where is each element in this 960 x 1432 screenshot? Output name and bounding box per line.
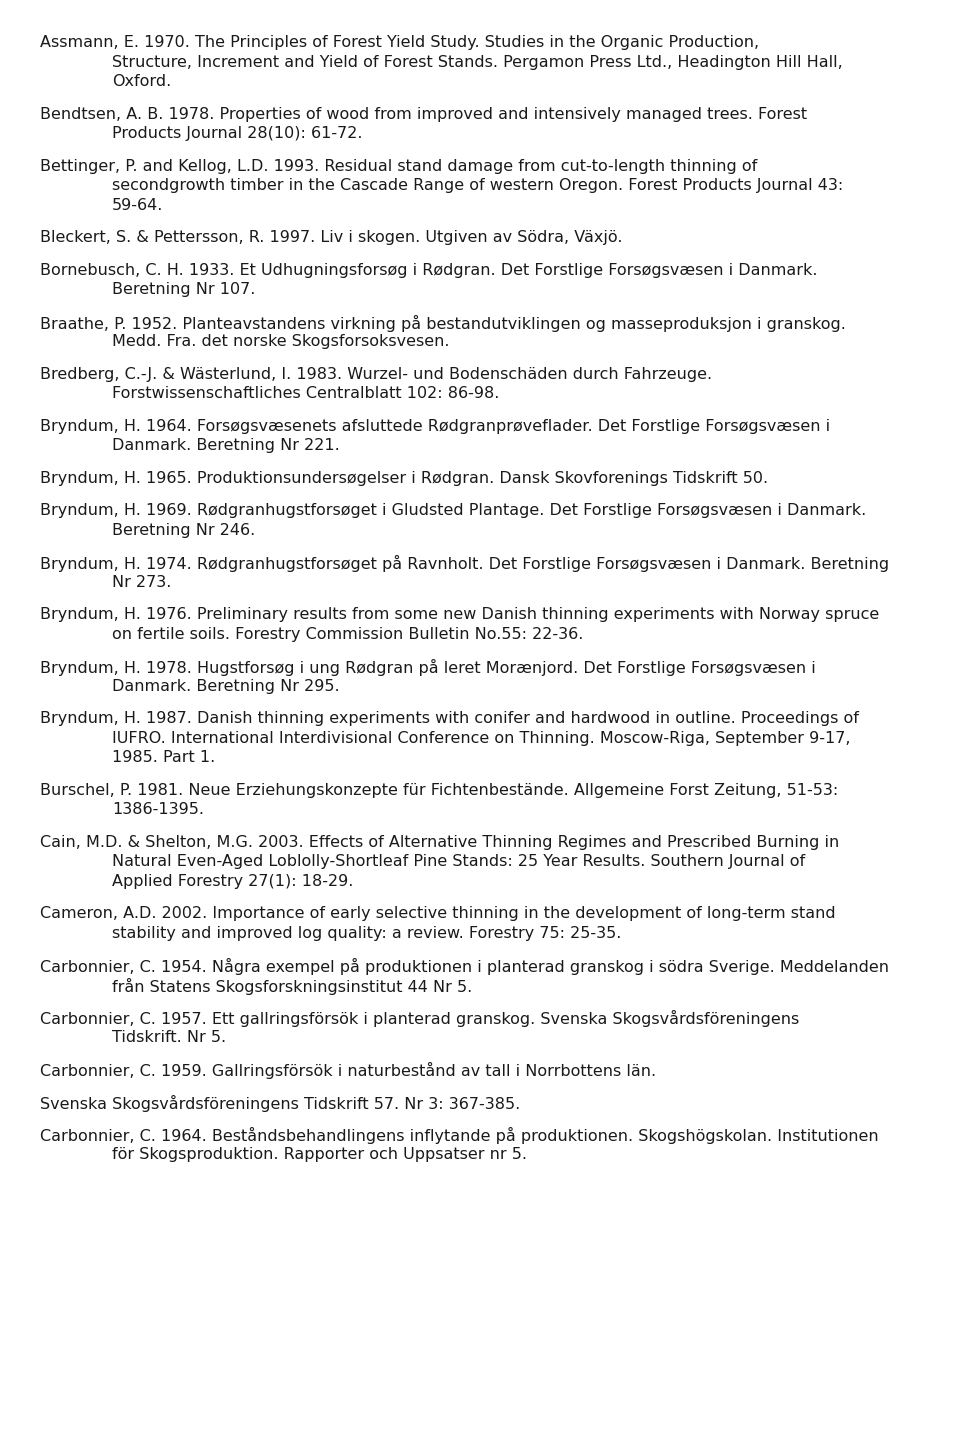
- Text: Carbonnier, C. 1954. Några exempel på produktionen i planterad granskog i södra : Carbonnier, C. 1954. Några exempel på pr…: [40, 958, 889, 975]
- Text: Cain, M.D. & Shelton, M.G. 2003. Effects of Alternative Thinning Regimes and Pre: Cain, M.D. & Shelton, M.G. 2003. Effects…: [40, 835, 839, 849]
- Text: Tidskrift. Nr 5.: Tidskrift. Nr 5.: [112, 1030, 227, 1044]
- Text: 1386-1395.: 1386-1395.: [112, 802, 204, 818]
- Text: Carbonnier, C. 1957. Ett gallringsförsök i planterad granskog. Svenska Skogsvård: Carbonnier, C. 1957. Ett gallringsförsök…: [40, 1010, 800, 1027]
- Text: Bryndum, H. 1964. Forsøgsvæsenets afsluttede Rødgranprøveflader. Det Forstlige F: Bryndum, H. 1964. Forsøgsvæsenets afslut…: [40, 418, 830, 434]
- Text: Products Journal 28(10): 61-72.: Products Journal 28(10): 61-72.: [112, 126, 363, 140]
- Text: Natural Even-Aged Loblolly-Shortleaf Pine Stands: 25 Year Results. Southern Jour: Natural Even-Aged Loblolly-Shortleaf Pin…: [112, 853, 805, 869]
- Text: Bryndum, H. 1974. Rødgranhugstforsøget på Ravnholt. Det Forstlige Forsøgsvæsen i: Bryndum, H. 1974. Rødgranhugstforsøget p…: [40, 556, 889, 571]
- Text: Cameron, A.D. 2002. Importance of early selective thinning in the development of: Cameron, A.D. 2002. Importance of early …: [40, 906, 835, 921]
- Text: on fertile soils. Forestry Commission Bulletin No.55: 22-36.: on fertile soils. Forestry Commission Bu…: [112, 627, 584, 642]
- Text: Bettinger, P. and Kellog, L.D. 1993. Residual stand damage from cut-to-length th: Bettinger, P. and Kellog, L.D. 1993. Res…: [40, 159, 757, 173]
- Text: Bryndum, H. 1969. Rødgranhugstforsøget i Gludsted Plantage. Det Forstlige Forsøg: Bryndum, H. 1969. Rødgranhugstforsøget i…: [40, 503, 866, 518]
- Text: Structure, Increment and Yield of Forest Stands. Pergamon Press Ltd., Headington: Structure, Increment and Yield of Forest…: [112, 54, 843, 70]
- Text: Bryndum, H. 1978. Hugstforsøg i ung Rødgran på leret Morænjord. Det Forstlige Fo: Bryndum, H. 1978. Hugstforsøg i ung Rødg…: [40, 659, 816, 676]
- Text: Medd. Fra. det norske Skogsforsoksvesen.: Medd. Fra. det norske Skogsforsoksvesen.: [112, 334, 449, 349]
- Text: för Skogsproduktion. Rapporter och Uppsatser nr 5.: för Skogsproduktion. Rapporter och Uppsa…: [112, 1147, 527, 1161]
- Text: Braathe, P. 1952. Planteavstandens virkning på bestandutviklingen og masseproduk: Braathe, P. 1952. Planteavstandens virkn…: [40, 315, 846, 332]
- Text: Danmark. Beretning Nr 295.: Danmark. Beretning Nr 295.: [112, 679, 340, 693]
- Text: Bornebusch, C. H. 1933. Et Udhugningsforsøg i Rødgran. Det Forstlige Forsøgsvæse: Bornebusch, C. H. 1933. Et Udhugningsfor…: [40, 262, 818, 278]
- Text: Beretning Nr 107.: Beretning Nr 107.: [112, 282, 255, 296]
- Text: IUFRO. International Interdivisional Conference on Thinning. Moscow-Riga, Septem: IUFRO. International Interdivisional Con…: [112, 730, 851, 746]
- Text: Bendtsen, A. B. 1978. Properties of wood from improved and intensively managed t: Bendtsen, A. B. 1978. Properties of wood…: [40, 106, 807, 122]
- Text: Bleckert, S. & Pettersson, R. 1997. Liv i skogen. Utgiven av Södra, Växjö.: Bleckert, S. & Pettersson, R. 1997. Liv …: [40, 231, 622, 245]
- Text: secondgrowth timber in the Cascade Range of western Oregon. Forest Products Jour: secondgrowth timber in the Cascade Range…: [112, 178, 843, 193]
- Text: Beretning Nr 246.: Beretning Nr 246.: [112, 523, 255, 537]
- Text: Carbonnier, C. 1959. Gallringsförsök i naturbestånd av tall i Norrbottens län.: Carbonnier, C. 1959. Gallringsförsök i n…: [40, 1063, 656, 1080]
- Text: Nr 273.: Nr 273.: [112, 574, 172, 590]
- Text: Svenska Skogsvårdsföreningens Tidskrift 57. Nr 3: 367-385.: Svenska Skogsvårdsföreningens Tidskrift …: [40, 1094, 520, 1111]
- Text: Carbonnier, C. 1964. Beståndsbehandlingens inflytande på produktionen. Skogshögs: Carbonnier, C. 1964. Beståndsbehandlinge…: [40, 1127, 878, 1144]
- Text: Assmann, E. 1970. The Principles of Forest Yield Study. Studies in the Organic P: Assmann, E. 1970. The Principles of Fore…: [40, 34, 759, 50]
- Text: 59-64.: 59-64.: [112, 198, 163, 212]
- Text: Bryndum, H. 1976. Preliminary results from some new Danish thinning experiments : Bryndum, H. 1976. Preliminary results fr…: [40, 607, 879, 621]
- Text: 1985. Part 1.: 1985. Part 1.: [112, 750, 215, 765]
- Text: Forstwissenschaftliches Centralblatt 102: 86-98.: Forstwissenschaftliches Centralblatt 102…: [112, 387, 499, 401]
- Text: från Statens Skogsforskningsinstitut 44 Nr 5.: från Statens Skogsforskningsinstitut 44 …: [112, 978, 472, 994]
- Text: Danmark. Beretning Nr 221.: Danmark. Beretning Nr 221.: [112, 438, 340, 453]
- Text: Bredberg, C.-J. & Wästerlund, I. 1983. Wurzel- und Bodenschäden durch Fahrzeuge.: Bredberg, C.-J. & Wästerlund, I. 1983. W…: [40, 367, 712, 381]
- Text: stability and improved log quality: a review. Forestry 75: 25-35.: stability and improved log quality: a re…: [112, 925, 621, 941]
- Text: Burschel, P. 1981. Neue Erziehungskonzepte für Fichtenbestände. Allgemeine Forst: Burschel, P. 1981. Neue Erziehungskonzep…: [40, 782, 838, 798]
- Text: Oxford.: Oxford.: [112, 74, 171, 89]
- Text: Bryndum, H. 1987. Danish thinning experiments with conifer and hardwood in outli: Bryndum, H. 1987. Danish thinning experi…: [40, 712, 859, 726]
- Text: Bryndum, H. 1965. Produktionsundersøgelser i Rødgran. Dansk Skovforenings Tidskr: Bryndum, H. 1965. Produktionsundersøgels…: [40, 471, 768, 485]
- Text: Applied Forestry 27(1): 18-29.: Applied Forestry 27(1): 18-29.: [112, 874, 353, 888]
